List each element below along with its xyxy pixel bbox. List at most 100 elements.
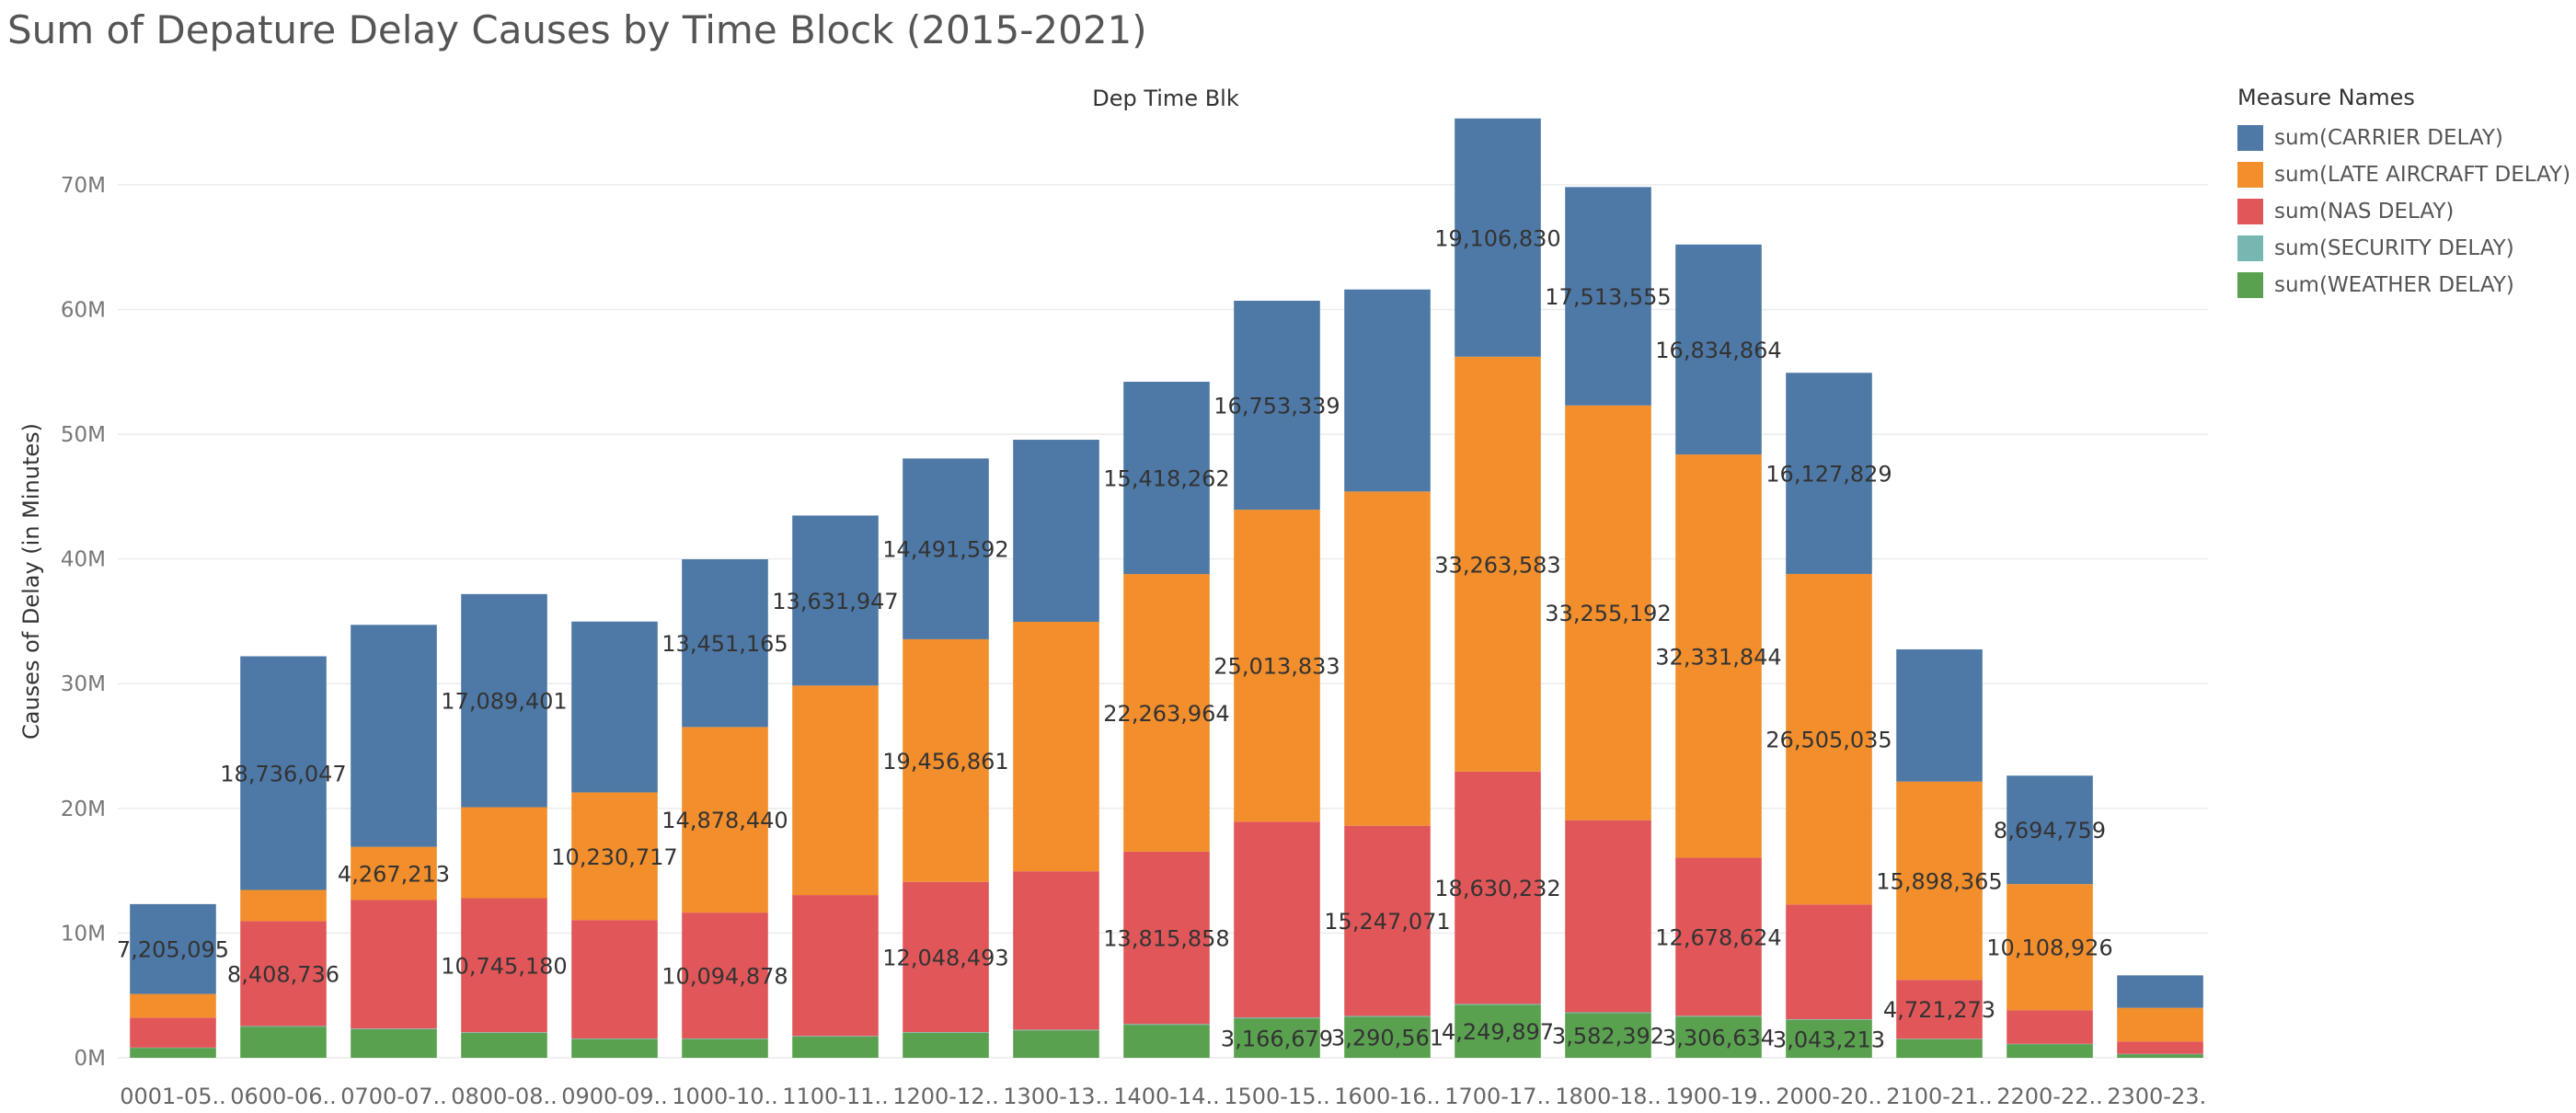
y-axis-title: Causes of Delay (in Minutes) xyxy=(18,423,44,740)
x-tick-label: 2200-22.. xyxy=(1996,1084,2103,1109)
bar-segment xyxy=(1123,574,1210,852)
x-tick-label: 1900-19.. xyxy=(1665,1084,1772,1109)
x-tick-label: 1700-17.. xyxy=(1444,1084,1551,1109)
axes: 0M 10M 20M 30M 40M 50M 60M 70M 0001-05.. 0600-06.… xyxy=(61,174,2208,1109)
bar-segment xyxy=(571,621,658,793)
bar-segment xyxy=(461,593,547,808)
data-label: 26,505,035 xyxy=(1765,728,1892,753)
stacked-bar-chart: 3,166,6793,290,5614,249,8973,582,3923,30… xyxy=(18,86,2208,1109)
legend-swatch xyxy=(2237,235,2263,261)
data-label: 4,249,897 xyxy=(1442,1019,1554,1045)
bar-segment xyxy=(1786,1019,1872,1058)
bar-segment xyxy=(130,903,216,994)
legend-swatch xyxy=(2237,199,2263,224)
bar-segment xyxy=(130,1048,216,1058)
bar-segment xyxy=(1565,1013,1651,1058)
bar-segment xyxy=(1013,1030,1099,1058)
data-label: 3,582,392 xyxy=(1552,1024,1664,1050)
bar-segment xyxy=(1455,118,1541,357)
data-label: 13,451,165 xyxy=(661,631,788,657)
bar-segment xyxy=(1565,187,1651,406)
bar-segment xyxy=(1675,244,1762,455)
y-tick-label: 60M xyxy=(61,298,106,322)
bar-segment xyxy=(130,993,216,1018)
y-tick-label: 70M xyxy=(61,174,106,198)
bar-segment xyxy=(682,727,768,913)
bar-segment xyxy=(1344,491,1431,826)
bar-segment xyxy=(130,1047,216,1049)
x-tick-label: 1200-12.. xyxy=(892,1084,999,1109)
x-tick-label: 0900-09.. xyxy=(561,1084,668,1109)
data-label: 16,753,339 xyxy=(1213,394,1340,419)
y-tick-label: 20M xyxy=(61,797,106,821)
data-label: 22,263,964 xyxy=(1103,701,1229,727)
bar-segment xyxy=(682,1038,768,1058)
bar-segment xyxy=(571,920,658,1038)
bar-segment xyxy=(1675,1015,1762,1017)
bar-segment xyxy=(1565,820,1651,1013)
x-tick-label: 1800-18.. xyxy=(1555,1084,1662,1109)
bar-segment xyxy=(351,1028,437,1029)
bar-segment xyxy=(1013,621,1099,872)
legend-item[interactable]: sum(WEATHER DELAY) xyxy=(2237,267,2569,304)
bar-segment xyxy=(1786,573,1872,905)
data-label: 33,263,583 xyxy=(1434,552,1560,578)
bar-segment xyxy=(2007,1044,2093,1058)
bar-segment xyxy=(1123,1024,1210,1026)
bar-segment xyxy=(2007,775,2093,885)
bar-segment xyxy=(2117,1007,2203,1042)
x-tick-label: 0700-07.. xyxy=(340,1084,447,1109)
bar-segment xyxy=(792,1036,879,1058)
bar-segment xyxy=(1896,1038,1983,1039)
data-label: 3,290,561 xyxy=(1331,1026,1443,1051)
bar-segment xyxy=(1675,857,1762,1016)
data-label: 3,306,634 xyxy=(1662,1026,1775,1051)
bar-segment xyxy=(1344,825,1431,1016)
bar-segment xyxy=(1013,871,1099,1030)
bar-segment xyxy=(571,1038,658,1039)
data-label: 10,094,878 xyxy=(661,964,788,990)
bar-segment xyxy=(2007,1010,2093,1044)
bar-segment xyxy=(792,685,879,896)
data-label: 14,491,592 xyxy=(882,537,1008,563)
bar-segment xyxy=(1896,648,1983,782)
x-tick-label: 2300-23.. xyxy=(2107,1084,2208,1109)
x-tick-label: 1300-13.. xyxy=(1003,1084,1110,1109)
bar-segment xyxy=(1234,300,1320,511)
legend-item[interactable]: sum(CARRIER DELAY) xyxy=(2237,120,2569,156)
legend-label: sum(NAS DELAY) xyxy=(2274,200,2455,224)
bar-segment xyxy=(682,912,768,1038)
data-label: 10,230,717 xyxy=(551,844,677,870)
data-label: 25,013,833 xyxy=(1213,654,1340,680)
bar-segment xyxy=(2117,1041,2203,1054)
legend-item[interactable]: sum(NAS DELAY) xyxy=(2237,193,2569,230)
column-header: Dep Time Blk xyxy=(1092,86,1239,111)
bar-segment xyxy=(1786,373,1872,574)
data-label: 16,127,829 xyxy=(1765,462,1892,488)
data-label: 19,456,861 xyxy=(882,749,1008,775)
bar-segment xyxy=(903,881,989,1033)
bar-segment xyxy=(1896,781,1983,981)
legend-swatch xyxy=(2237,272,2263,298)
bar-segment xyxy=(1675,1016,1762,1058)
data-label: 10,745,180 xyxy=(441,953,567,979)
bar-segment xyxy=(240,656,327,890)
data-label: 8,694,759 xyxy=(1994,818,2106,843)
legend-item[interactable]: sum(LATE AIRCRAFT DELAY) xyxy=(2237,156,2570,193)
bar-segment xyxy=(351,625,437,847)
bar-segment xyxy=(1455,1004,1541,1058)
legend-swatch xyxy=(2237,125,2263,151)
bar-segment xyxy=(130,1017,216,1048)
data-label: 3,166,679 xyxy=(1221,1027,1333,1052)
data-label: 10,108,926 xyxy=(1986,935,2112,961)
bar-segment xyxy=(2117,975,2203,1008)
y-tick-label: 0M xyxy=(75,1047,106,1071)
bar-segment xyxy=(792,1036,879,1037)
x-tick-label: 1100-11.. xyxy=(782,1084,889,1109)
bar-segment xyxy=(1123,382,1210,575)
data-label: 17,089,401 xyxy=(441,689,567,715)
bar-segment xyxy=(903,1032,989,1033)
legend-swatch xyxy=(2237,162,2263,188)
bar-segment xyxy=(903,1032,989,1058)
legend-item[interactable]: sum(SECURITY DELAY) xyxy=(2237,230,2569,267)
